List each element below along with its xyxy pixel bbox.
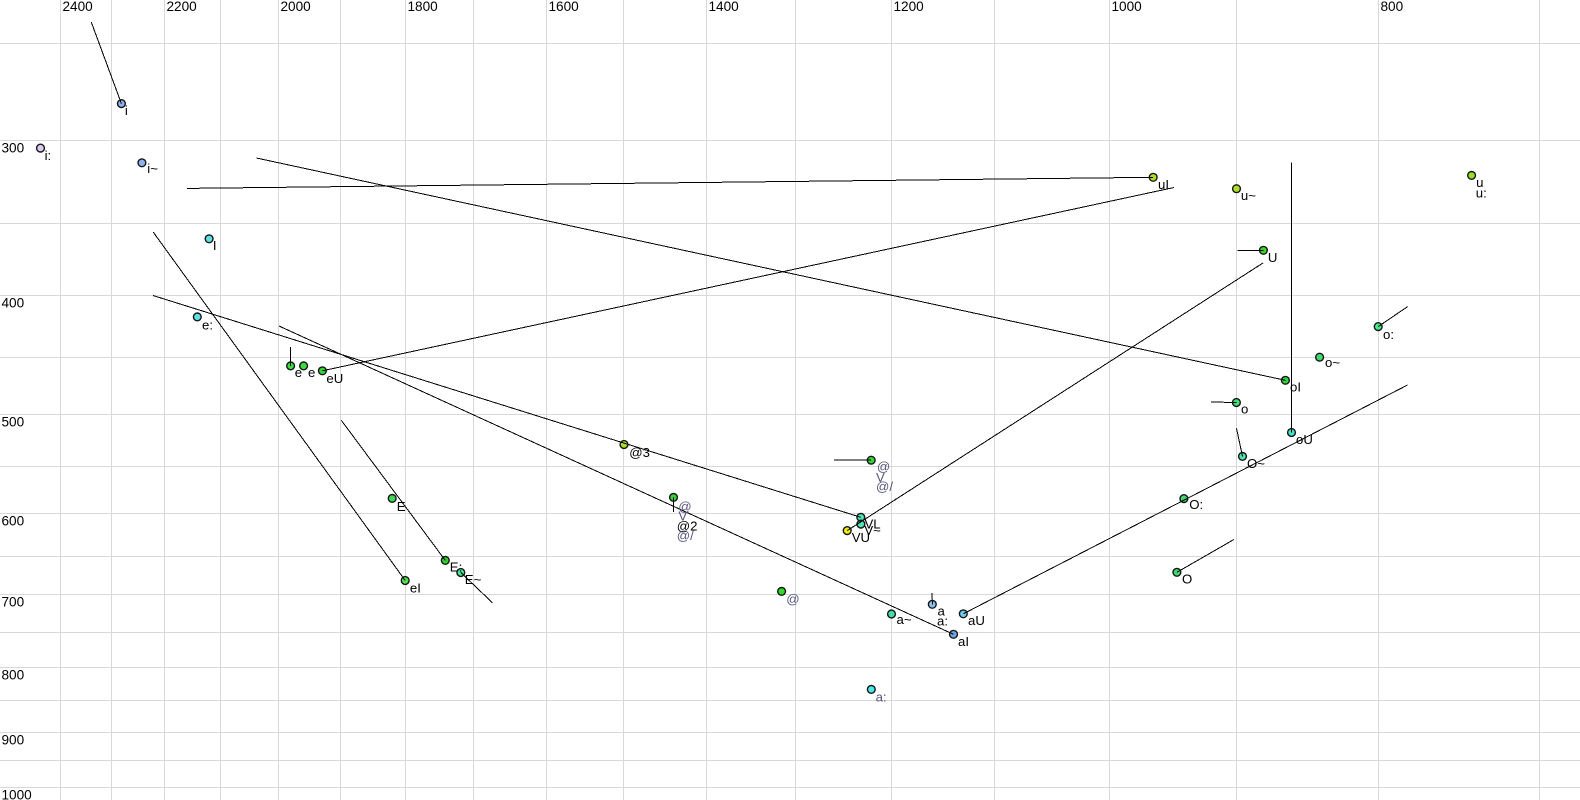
svg-text:V: V	[678, 509, 687, 524]
svg-text:1600: 1600	[549, 0, 580, 14]
svg-text:E: E	[397, 499, 406, 514]
svg-text:500: 500	[2, 415, 25, 430]
svg-text:@2: @2	[677, 519, 698, 534]
svg-text:@: @	[877, 459, 890, 474]
svg-text:@: @	[678, 499, 691, 514]
svg-text:oU: oU	[1296, 432, 1313, 447]
svg-text:a:: a:	[876, 689, 887, 704]
svg-text:o~: o~	[1325, 355, 1340, 370]
svg-text:o:: o:	[1383, 327, 1394, 342]
svg-text:u: u	[1476, 175, 1483, 190]
svg-text:800: 800	[2, 668, 25, 683]
svg-text:eU: eU	[326, 371, 343, 386]
svg-text:VL: VL	[865, 516, 881, 531]
svg-text:700: 700	[2, 595, 25, 610]
svg-text:E~: E~	[465, 572, 482, 587]
svg-text:a~: a~	[897, 612, 912, 627]
svg-text:E:: E:	[450, 560, 462, 575]
svg-text:I: I	[213, 238, 217, 253]
svg-text:i:: i:	[45, 148, 52, 163]
svg-text:1800: 1800	[408, 0, 439, 14]
svg-text:@: @	[786, 592, 799, 607]
svg-text:900: 900	[2, 733, 25, 748]
svg-text:O~: O~	[1247, 456, 1265, 471]
svg-text:O:: O:	[1189, 497, 1203, 512]
svg-text:V: V	[876, 470, 885, 485]
svg-text:2400: 2400	[63, 0, 94, 14]
svg-text:a: a	[938, 604, 946, 619]
svg-text:oI: oI	[1290, 380, 1301, 395]
svg-text:V~: V~	[864, 523, 881, 538]
svg-text:U: U	[1268, 250, 1278, 265]
svg-text:e: e	[308, 365, 315, 380]
svg-text:e: e	[295, 365, 302, 380]
svg-text:aU: aU	[968, 613, 985, 628]
svg-text:1000: 1000	[1112, 0, 1143, 14]
svg-text:1000: 1000	[2, 788, 33, 800]
svg-text:@/: @/	[677, 528, 694, 543]
svg-text:600: 600	[2, 514, 25, 529]
svg-text:@3: @3	[629, 445, 650, 460]
svg-text:a:: a:	[937, 614, 948, 629]
svg-text:eI: eI	[410, 580, 421, 595]
svg-text:i: i	[125, 103, 128, 118]
svg-text:1400: 1400	[709, 0, 740, 14]
svg-text:300: 300	[2, 141, 25, 156]
svg-text:e:: e:	[202, 318, 213, 333]
svg-text:1200: 1200	[894, 0, 925, 14]
svg-text:400: 400	[2, 296, 25, 311]
svg-text:u~: u~	[1241, 188, 1256, 203]
svg-text:800: 800	[1381, 0, 1404, 14]
svg-text:2200: 2200	[167, 0, 198, 14]
svg-text:O: O	[1182, 572, 1192, 587]
svg-text:VU: VU	[852, 530, 870, 545]
svg-text:u:: u:	[1476, 185, 1487, 200]
svg-text:uI: uI	[1158, 177, 1169, 192]
svg-text:o: o	[1241, 402, 1248, 417]
svg-text:@/: @/	[876, 479, 893, 494]
svg-text:i~: i~	[147, 161, 158, 176]
svg-text:aI: aI	[958, 634, 969, 649]
svg-text:2000: 2000	[281, 0, 312, 14]
